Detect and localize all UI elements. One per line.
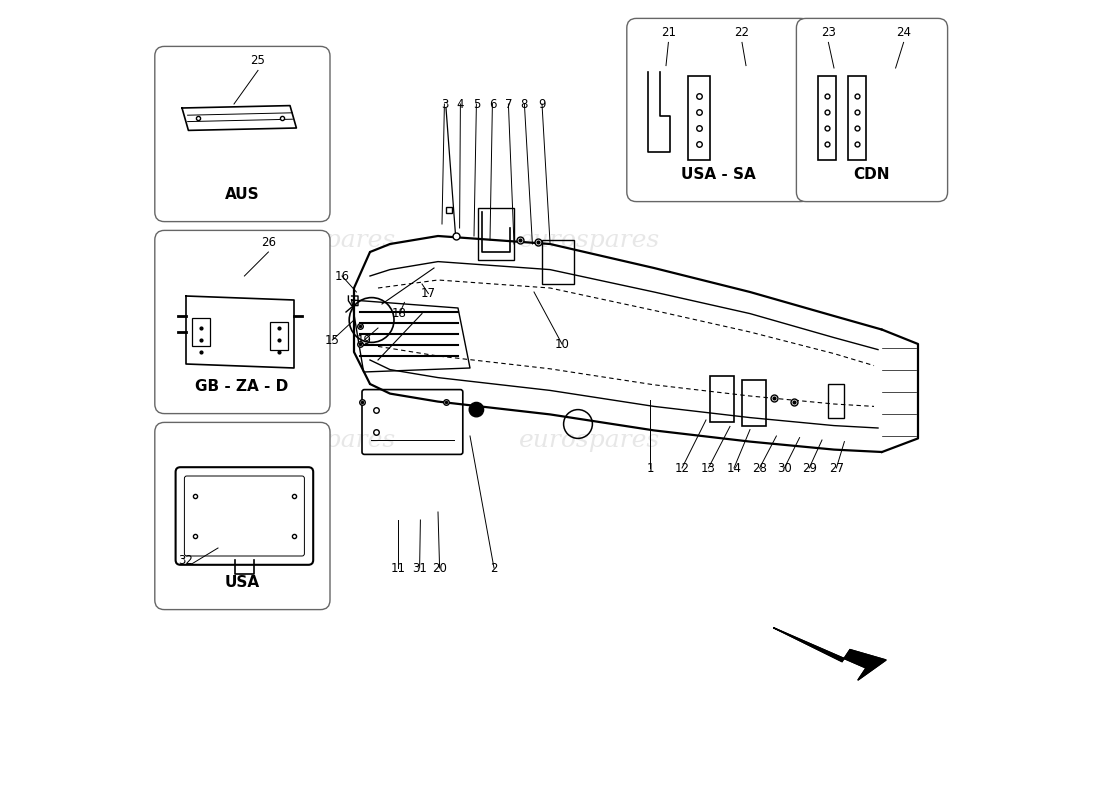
Text: 27: 27 [829,462,844,474]
Text: 6: 6 [488,98,496,110]
Text: 18: 18 [393,307,407,320]
Bar [828,384,845,418]
Text: 9: 9 [538,98,546,110]
Text: CDN: CDN [854,166,890,182]
Text: USA: USA [224,574,260,590]
FancyBboxPatch shape [155,46,330,222]
Text: 19: 19 [356,334,372,346]
Text: 29: 29 [802,462,816,474]
Text: 30: 30 [777,462,792,474]
Text: 2: 2 [491,562,497,574]
Text: 16: 16 [334,270,350,282]
Text: eurospares: eurospares [255,429,397,451]
Bar [542,240,574,284]
Text: 22: 22 [735,26,749,39]
Circle shape [470,402,484,417]
Text: GB - ZA - D: GB - ZA - D [196,378,288,394]
Text: 32: 32 [178,554,194,567]
Text: 26: 26 [261,235,276,249]
Polygon shape [774,628,886,680]
Text: 17: 17 [421,287,436,300]
Text: USA - SA: USA - SA [681,166,756,182]
Text: 15: 15 [324,334,340,346]
Text: 10: 10 [554,338,570,350]
Text: eurospares: eurospares [519,429,661,451]
Bar [818,76,836,160]
Text: 8: 8 [520,98,528,110]
Bar [270,322,287,350]
FancyBboxPatch shape [155,230,330,414]
Text: 20: 20 [432,562,447,574]
Bar [742,380,766,426]
Text: 3: 3 [441,98,448,110]
Bar [710,376,734,422]
Text: 28: 28 [752,462,767,474]
Text: 11: 11 [390,562,406,574]
Bar [192,318,210,346]
Text: 4: 4 [456,98,464,110]
Text: eurospares: eurospares [255,229,397,251]
Text: 12: 12 [674,462,690,474]
Bar [688,76,710,160]
Text: 5: 5 [473,98,480,110]
Text: eurospares: eurospares [519,229,661,251]
FancyBboxPatch shape [796,18,947,202]
Text: 31: 31 [412,562,427,574]
Text: 25: 25 [251,54,265,67]
Bar [848,76,866,160]
Text: 23: 23 [821,26,836,39]
Text: 14: 14 [726,462,741,474]
FancyBboxPatch shape [627,18,810,202]
Bar [478,208,514,260]
Text: AUS: AUS [224,186,260,202]
Text: 21: 21 [661,26,675,39]
Text: 24: 24 [896,26,911,39]
Text: 7: 7 [505,98,513,110]
Text: 13: 13 [701,462,716,474]
Text: 1: 1 [647,462,653,474]
FancyBboxPatch shape [155,422,330,610]
